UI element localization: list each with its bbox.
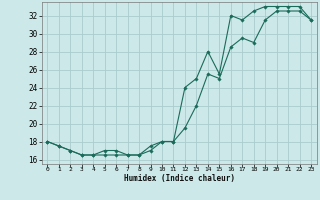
X-axis label: Humidex (Indice chaleur): Humidex (Indice chaleur) <box>124 174 235 183</box>
